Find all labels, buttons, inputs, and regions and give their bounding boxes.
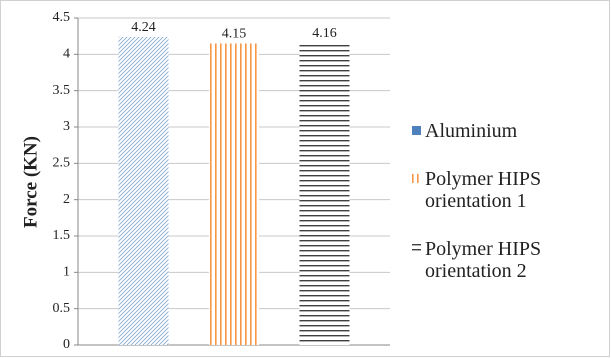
y-tick-label: 1 [63, 265, 70, 280]
y-tick-label: 0.5 [53, 301, 71, 316]
bar [118, 36, 169, 345]
y-tick-label: 1.5 [53, 228, 71, 243]
legend-item: Polymer HIPS orientation 1 [412, 168, 602, 212]
legend-swatch [412, 174, 421, 183]
legend-label: Aluminium [425, 120, 518, 142]
legend-item: Aluminium [412, 120, 602, 142]
data-label: 4.16 [312, 26, 337, 41]
y-tick-label: 4.5 [53, 10, 71, 25]
y-tick-label: 2 [63, 192, 70, 207]
data-label: 4.24 [131, 20, 156, 35]
bar [209, 43, 259, 345]
y-tick-label: 3 [63, 119, 70, 134]
y-axis-label: Force (KN) [20, 136, 41, 228]
legend-label: Polymer HIPS orientation 2 [425, 238, 542, 282]
legend-item: Polymer HIPS orientation 2 [412, 238, 602, 282]
legend-label: Polymer HIPS orientation 1 [425, 168, 542, 212]
legend-swatch [412, 244, 421, 253]
bar [299, 42, 350, 345]
y-tick-label: 2.5 [53, 156, 71, 171]
y-tick-label: 4 [63, 47, 70, 62]
y-tick-label: 0 [63, 337, 70, 352]
data-label: 4.15 [222, 27, 247, 42]
legend: Aluminium Polymer HIPS orientation 1 Polym… [412, 120, 602, 308]
legend-swatch [412, 126, 421, 135]
y-tick-label: 3.5 [53, 83, 71, 98]
